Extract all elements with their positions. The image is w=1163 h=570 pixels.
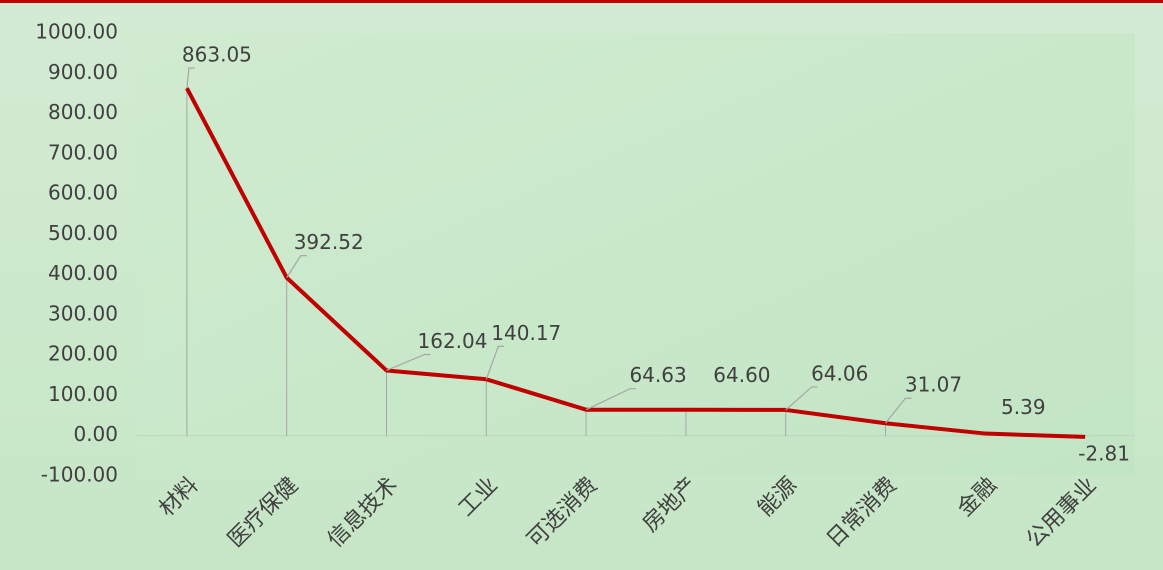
data-label: 140.17 xyxy=(491,321,561,345)
y-tick-label: -100.00 xyxy=(41,463,118,487)
data-label: 64.60 xyxy=(713,363,770,387)
y-tick-label: 200.00 xyxy=(48,342,118,366)
y-tick-label: 100.00 xyxy=(48,382,118,406)
label-leader xyxy=(585,388,637,411)
data-label: 5.39 xyxy=(1001,395,1046,419)
data-label: 392.52 xyxy=(294,230,364,254)
label-leader xyxy=(386,353,431,372)
data-label: 863.05 xyxy=(182,43,252,67)
label-leader xyxy=(885,397,912,424)
y-tick-label: 800.00 xyxy=(48,100,118,124)
y-tick-label: 900.00 xyxy=(48,60,118,84)
y-tick-label: 600.00 xyxy=(48,181,118,205)
y-tick-label: 500.00 xyxy=(48,221,118,245)
top-border xyxy=(0,0,1163,3)
y-tick-label: 300.00 xyxy=(48,301,118,325)
data-label: 162.04 xyxy=(418,329,488,353)
y-tick-label: 700.00 xyxy=(48,140,118,164)
label-leader xyxy=(186,67,195,89)
data-line xyxy=(185,87,1086,439)
data-label: 64.63 xyxy=(629,363,686,387)
y-tick-label: 1000.00 xyxy=(35,20,118,44)
label-leader xyxy=(485,345,505,380)
label-leader xyxy=(785,386,818,411)
data-label: 64.06 xyxy=(811,361,868,385)
data-label: 31.07 xyxy=(905,373,962,397)
y-tick-label: 0.00 xyxy=(73,422,118,446)
plot-area xyxy=(137,33,1135,476)
label-leader xyxy=(286,255,307,278)
data-label: -2.81 xyxy=(1078,441,1130,465)
y-tick-label: 400.00 xyxy=(48,261,118,285)
